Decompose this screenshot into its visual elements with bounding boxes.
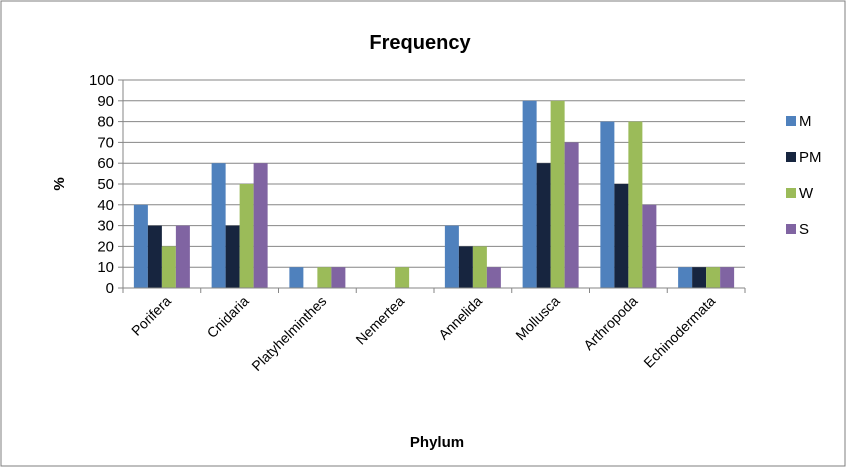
bar-w-arthropoda xyxy=(628,121,643,288)
legend-swatch xyxy=(786,188,796,198)
legend-swatch xyxy=(786,224,796,234)
bar-m-porifera xyxy=(133,204,148,288)
y-tick-label: 100 xyxy=(89,72,114,89)
legend-swatch xyxy=(786,152,796,162)
legend-label: W xyxy=(799,185,814,202)
y-axis-title: % xyxy=(51,177,68,190)
bar-w-porifera xyxy=(161,246,176,288)
y-tick-label: 50 xyxy=(97,176,114,193)
bar-pm-cnidaria xyxy=(225,225,240,288)
bar-w-nemertea xyxy=(395,267,410,288)
bar-w-cnidaria xyxy=(239,184,254,288)
y-tick-label: 30 xyxy=(97,218,114,235)
bar-pm-annelida xyxy=(458,246,473,288)
y-tick-label: 0 xyxy=(106,280,114,297)
bar-w-annelida xyxy=(472,246,487,288)
y-tick-label: 70 xyxy=(97,134,114,151)
bar-m-mollusca xyxy=(522,100,537,288)
y-tick-label: 80 xyxy=(97,114,114,131)
legend-label: M xyxy=(799,113,812,130)
bar-s-annelida xyxy=(486,267,501,288)
bar-pm-mollusca xyxy=(536,163,551,288)
bar-m-echinodermata xyxy=(678,267,693,288)
bars xyxy=(133,100,735,288)
y-tick-label: 40 xyxy=(97,197,114,214)
y-tick-label: 10 xyxy=(97,259,114,276)
y-axis-ticks: 0 10 20 30 40 50 60 70 80 90 100 xyxy=(89,72,123,297)
bar-s-mollusca xyxy=(564,142,579,288)
y-tick-label: 20 xyxy=(97,238,114,255)
chart-title: Frequency xyxy=(369,32,471,54)
bar-m-cnidaria xyxy=(211,163,226,288)
bar-s-arthropoda xyxy=(642,204,657,288)
bar-w-echinodermata xyxy=(706,267,721,288)
bar-pm-porifera xyxy=(147,225,162,288)
bar-w-platyhelminthes xyxy=(317,267,332,288)
y-tick-label: 90 xyxy=(97,93,114,110)
bar-m-arthropoda xyxy=(600,121,615,288)
y-tick-label: 60 xyxy=(97,155,114,172)
bar-s-platyhelminthes xyxy=(331,267,346,288)
bar-s-cnidaria xyxy=(253,163,268,288)
bar-m-annelida xyxy=(444,225,459,288)
bar-m-platyhelminthes xyxy=(289,267,304,288)
bar-pm-arthropoda xyxy=(614,184,629,288)
legend: M PM W S xyxy=(786,113,822,238)
bar-pm-echinodermata xyxy=(692,267,707,288)
legend-swatch xyxy=(786,116,796,126)
bar-w-mollusca xyxy=(550,100,565,288)
legend-label: PM xyxy=(799,149,822,166)
legend-label: S xyxy=(799,221,809,238)
bar-s-porifera xyxy=(175,225,190,288)
x-axis-title: Phylum xyxy=(410,434,464,451)
bar-s-echinodermata xyxy=(720,267,735,288)
